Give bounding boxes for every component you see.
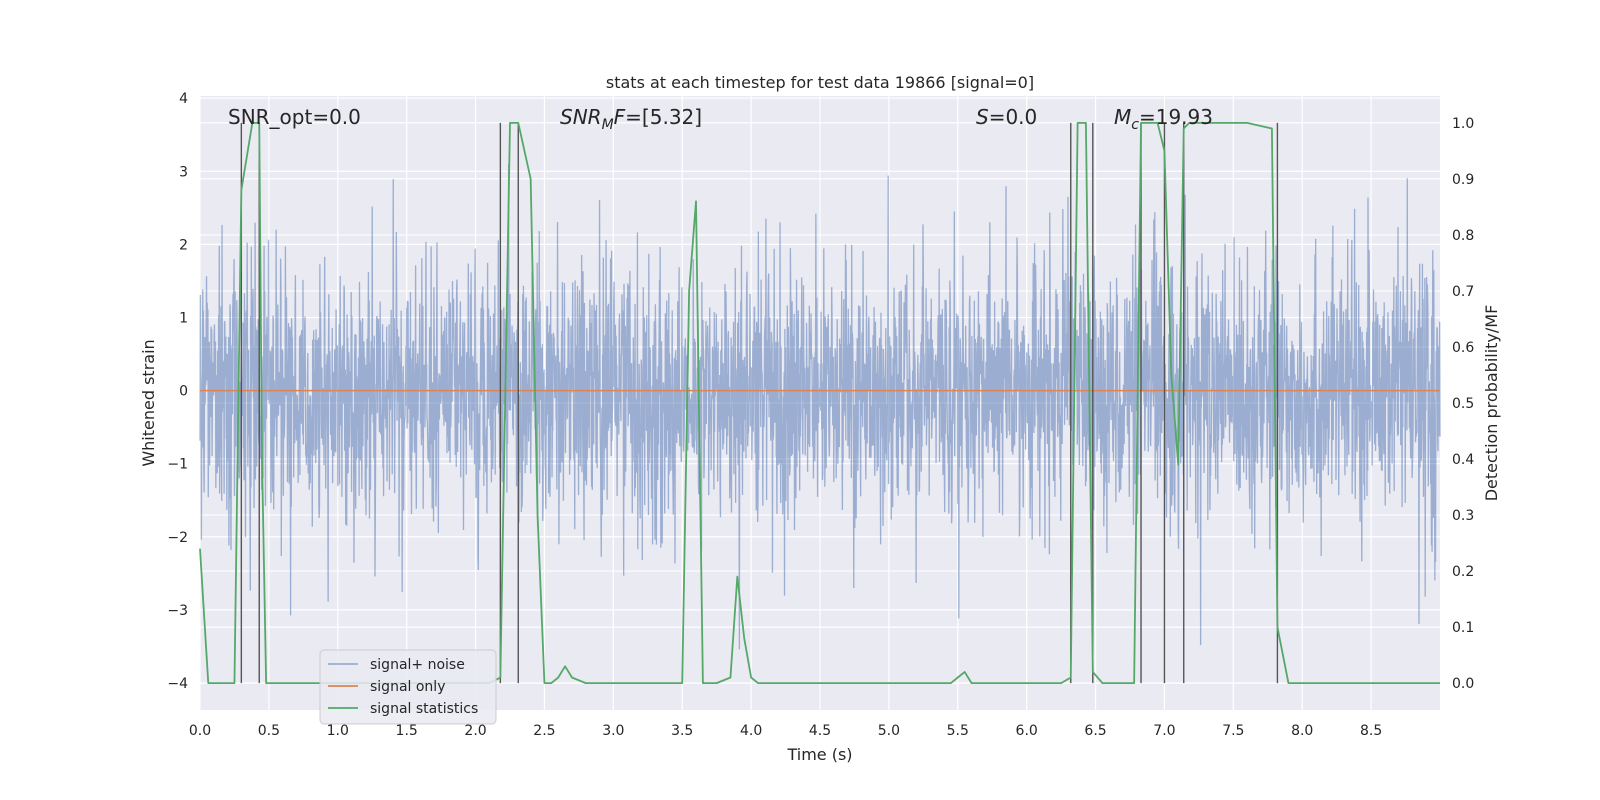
annotation-s: S=0.0 [976, 105, 1037, 129]
y-axis-left-label: Whitened strain [139, 339, 158, 466]
y-right-tick-label: 0.5 [1452, 396, 1474, 412]
x-tick-label: 8.5 [1360, 723, 1382, 739]
y-right-tick-label: 0.1 [1452, 620, 1474, 636]
x-tick-label: 0.5 [258, 723, 280, 739]
x-tick-label: 5.5 [947, 723, 969, 739]
x-tick-label: 2.0 [464, 723, 486, 739]
x-tick-label: 4.5 [809, 723, 831, 739]
x-tick-label: 3.5 [671, 723, 693, 739]
annotation-snr-opt: SNR_opt=0.0 [228, 105, 361, 129]
x-tick-label: 2.5 [533, 723, 555, 739]
legend-box [319, 649, 497, 725]
y-left-tick-label: 4 [179, 91, 188, 107]
legend-label-signal-statistics: signal statistics [370, 701, 478, 717]
y-right-tick-label: 0.9 [1452, 172, 1474, 188]
y-right-tick-label: 0.7 [1452, 284, 1474, 300]
y-axis-right-ticks: 0.0 0.1 0.2 0.3 0.4 0.5 0.6 0.7 0.8 0.9 1.0 [1452, 116, 1474, 692]
y-left-tick-label: 1 [179, 310, 188, 326]
y-right-tick-label: 0.4 [1452, 452, 1474, 468]
series-signal-noise [199, 163, 1441, 650]
y-left-tick-label: −3 [167, 603, 188, 619]
y-right-tick-label: 0.3 [1452, 508, 1474, 524]
x-tick-label: 0.0 [189, 723, 211, 739]
x-tick-label: 7.0 [1153, 723, 1175, 739]
y-left-tick-label: 2 [179, 237, 188, 253]
y-right-tick-label: 1.0 [1452, 116, 1474, 132]
y-right-tick-label: 0.6 [1452, 340, 1474, 356]
line-signal-noise [199, 163, 1441, 650]
y-left-tick-label: 3 [179, 164, 188, 180]
legend-label-signal-only: signal only [370, 679, 445, 695]
y-axis-left-ticks: −4 −3 −2 −1 0 1 2 3 4 [167, 91, 188, 692]
annotation-mc: Mc=19.93 [1114, 105, 1213, 133]
line-signal-statistics [199, 121, 1440, 685]
annotation-snr-mf: SNRMF=[5.32] [560, 105, 702, 133]
x-tick-label: 7.5 [1222, 723, 1244, 739]
y-axis-right-label: Detection probability/MF [1482, 305, 1501, 502]
y-left-tick-label: 0 [179, 384, 188, 400]
x-axis-label: Time (s) [786, 745, 852, 764]
x-tick-label: 4.0 [740, 723, 762, 739]
chart-title: stats at each timestep for test data 198… [606, 73, 1034, 92]
y-right-tick-label: 0.2 [1452, 564, 1474, 580]
x-axis-ticks: 0.0 0.5 1.0 1.5 2.0 2.5 3.0 3.5 4.0 4.5 5.0 5.5 6.0 6… [189, 723, 1382, 739]
x-tick-label: 5.0 [878, 723, 900, 739]
x-tick-label: 6.5 [1084, 723, 1106, 739]
legend: signal+ noise signal only signal statist… [319, 649, 497, 725]
x-tick-label: 1.5 [396, 723, 418, 739]
x-tick-label: 6.0 [1016, 723, 1038, 739]
y-right-tick-label: 0.0 [1452, 676, 1474, 692]
x-tick-label: 1.0 [327, 723, 349, 739]
y-left-tick-label: −4 [167, 676, 188, 692]
x-tick-label: 8.0 [1291, 723, 1313, 739]
detection-markers [240, 122, 1279, 684]
y-left-tick-label: −1 [167, 457, 188, 473]
x-tick-label: 3.0 [602, 723, 624, 739]
series-signal-statistics [199, 121, 1440, 685]
y-left-tick-label: −2 [167, 530, 188, 546]
y-right-tick-label: 0.8 [1452, 228, 1474, 244]
legend-label-signal-noise: signal+ noise [370, 657, 465, 673]
